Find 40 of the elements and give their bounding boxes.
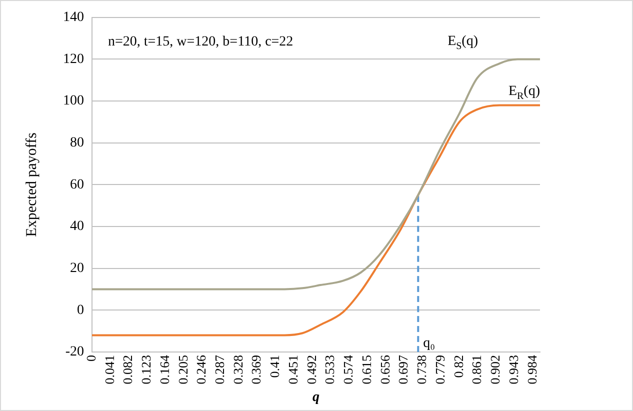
y-tick-label: 0 — [77, 302, 84, 318]
y-tick-label: 120 — [63, 52, 84, 67]
x-tick-label: 0.943 — [506, 354, 521, 384]
x-tick-label: 0.533 — [322, 354, 338, 384]
line-series — [92, 58, 540, 290]
x-tick-label: 0.738 — [414, 354, 430, 384]
x-tick-label: 0.902 — [488, 354, 503, 384]
line-series — [92, 104, 540, 336]
y-tick-label: 40 — [70, 219, 84, 234]
y-tick-label: 140 — [63, 10, 84, 26]
y-tick-label: 60 — [70, 177, 84, 192]
x-tick-label: 0.492 — [304, 354, 319, 384]
y-tick-label: 20 — [70, 260, 84, 276]
annotation: n=20, t=15, w=120, b=110, c=22 — [108, 34, 294, 50]
y-tick-label: 100 — [63, 94, 84, 109]
y-tick-label: 80 — [70, 136, 84, 151]
x-tick-label: 0 — [83, 354, 98, 362]
x-tick-label: 0.246 — [194, 354, 209, 384]
annotation: q₀ — [423, 336, 436, 351]
x-tick-label: 0.205 — [175, 354, 190, 384]
x-tick-label: 0.41 — [267, 354, 282, 378]
x-tick-label: 0.984 — [524, 354, 540, 384]
x-tick-label: 0.123 — [138, 354, 154, 384]
x-tick-label: 0.082 — [120, 354, 136, 384]
x-tick-label: 0.82 — [450, 354, 466, 378]
x-tick-label: 0.615 — [358, 354, 374, 384]
x-tick-label: 0.287 — [212, 354, 227, 384]
x-tick-label: 0.369 — [248, 354, 264, 384]
x-tick-label: 0.779 — [432, 354, 448, 384]
x-tick-label: 0.656 — [377, 354, 392, 384]
x-axis-title: q — [312, 390, 320, 406]
x-tick-label: 0.041 — [102, 354, 117, 384]
x-tick-label: 0.697 — [396, 354, 411, 384]
x-tick-label: 0.451 — [285, 354, 300, 384]
x-tick-label: 0.328 — [230, 354, 246, 384]
x-tick-label: 0.164 — [156, 354, 172, 384]
x-tick-label: 0.574 — [340, 354, 356, 384]
x-tick-label: 0.861 — [469, 354, 484, 384]
y-tick-label: -20 — [65, 344, 84, 360]
y-axis-title: Expected payoffs — [24, 132, 40, 237]
